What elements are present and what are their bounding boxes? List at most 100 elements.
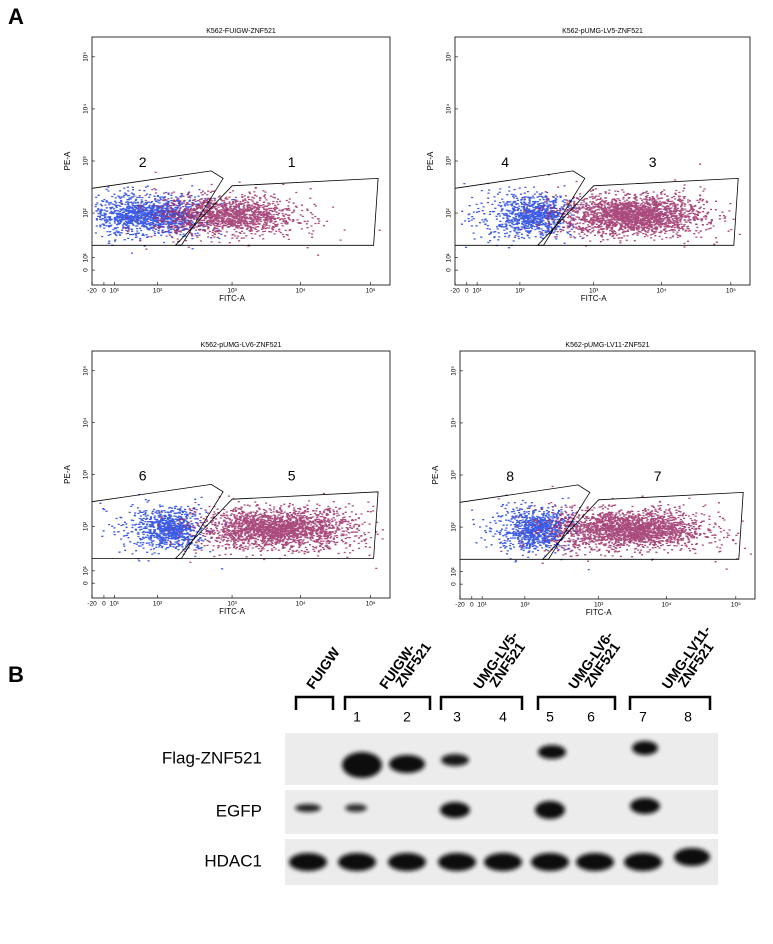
x-axis-label: FITC-A [586,608,612,617]
x-axis-label: FITC-A [581,294,607,303]
lane-label: 6 [587,709,595,725]
panel-label: B [8,662,24,687]
y-tick-label: 10³ [446,155,453,165]
x-tick-label: 10⁴ [656,288,666,295]
y-tick-label: 10¹ [83,252,90,262]
y-tick-label: 10⁴ [451,418,458,428]
plot-frame [454,36,751,286]
lane-label: 5 [546,709,554,725]
band [576,853,614,871]
lane-label: 2 [403,709,411,725]
y-tick-label: 10⁴ [446,104,453,114]
gate [536,177,739,246]
gate [174,177,379,246]
bracket [343,695,432,710]
y-tick-label: 10³ [83,469,90,479]
plot-title: K562-pUMG-LV5-ZNF521 [562,28,643,35]
x-tick-label: 0 [102,288,106,295]
x-tick-label: 10³ [594,602,604,609]
gate [91,483,224,559]
gate [454,170,586,246]
gate-label: 4 [501,154,509,170]
band [388,853,426,871]
x-tick-label: 10³ [227,601,237,608]
band [438,853,476,871]
y-tick-label: 0 [446,268,453,272]
bracket [628,695,712,710]
band [289,853,327,871]
event-dots [513,163,741,248]
event-dots [157,492,384,570]
panel-label: A [8,4,24,29]
gate [541,491,744,560]
x-tick-label: 10² [515,288,525,295]
group-label: FUIGW [303,644,343,692]
row-label: Flag-ZNF521 [162,748,262,767]
x-tick-label: 10⁴ [661,602,671,609]
lane-label: 7 [639,709,647,725]
plot-frame [459,350,756,600]
gate [459,484,591,560]
y-tick-label: 10⁴ [83,104,90,114]
band [624,853,662,871]
x-tick-label: -20 [87,601,97,608]
y-tick-label: 10⁴ [83,417,90,427]
band [531,853,569,871]
gate [174,491,379,559]
plot-title: K562-FUIGW-ZNF521 [206,28,276,35]
y-tick-label: 10² [446,208,453,218]
band [345,804,367,812]
plot-title: K562-pUMG-LV11-ZNF521 [565,342,649,349]
y-tick-label: 0 [451,582,458,586]
row-label: EGFP [216,801,262,820]
event-dots [497,485,752,570]
y-axis-label: PE-A [431,465,440,484]
gate-label: 7 [654,468,662,484]
band [342,752,382,778]
row-label: HDAC1 [204,851,262,870]
y-tick-label: 10⁵ [446,52,453,62]
flow-plot: K562-pUMG-LV11-ZNF521 8 7 -20 0 10¹ 10² 10³ 10⁴ 1… [431,342,756,617]
x-tick-label: 0 [102,601,106,608]
band [538,745,566,759]
x-tick-label: 0 [470,602,474,609]
y-tick-label: 10³ [451,469,458,479]
event-dots [120,171,381,256]
band [440,802,470,818]
y-tick-label: 10² [451,522,458,532]
band [674,848,710,866]
y-axis-label: PE-A [63,465,72,484]
gate-label: 3 [649,154,657,170]
band [630,798,660,814]
bracket [439,695,524,710]
x-tick-label: 10³ [227,288,237,295]
x-tick-label: 10² [153,288,163,295]
x-tick-label: -20 [455,602,465,609]
event-dots [471,494,605,571]
y-tick-label: 10³ [83,155,90,165]
y-tick-label: 10⁵ [83,52,90,62]
x-tick-label: 10⁵ [731,602,741,609]
gate-label: 8 [506,468,514,484]
x-tick-label: 10¹ [472,288,482,295]
y-tick-label: 10⁵ [451,366,458,376]
x-tick-label: 10⁵ [366,601,376,608]
gate-label: 5 [288,468,296,484]
y-tick-label: 10¹ [446,252,453,262]
y-tick-label: 10¹ [451,566,458,576]
lane-label: 4 [499,709,507,725]
band [338,853,376,871]
y-tick-label: 0 [83,268,90,272]
band [441,754,469,766]
x-tick-label: -20 [450,288,460,295]
x-tick-label: -20 [87,288,97,295]
y-tick-label: 10¹ [83,565,90,575]
lane-label: 3 [453,709,461,725]
x-tick-label: 0 [465,288,469,295]
x-tick-label: 10² [153,601,163,608]
x-tick-label: 10⁵ [366,288,376,295]
bracket [294,695,335,710]
